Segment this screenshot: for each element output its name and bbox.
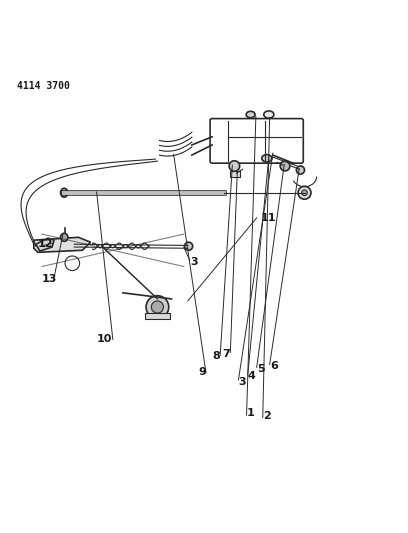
Circle shape bbox=[302, 190, 307, 196]
Text: 10: 10 bbox=[97, 334, 113, 344]
Circle shape bbox=[280, 161, 290, 171]
Polygon shape bbox=[36, 238, 54, 251]
Text: 1: 1 bbox=[247, 408, 255, 418]
Text: 8: 8 bbox=[212, 351, 220, 361]
Ellipse shape bbox=[60, 233, 68, 241]
Circle shape bbox=[298, 186, 311, 199]
Ellipse shape bbox=[264, 111, 274, 118]
Text: 11: 11 bbox=[261, 213, 277, 223]
Bar bbox=[231, 171, 240, 176]
Text: 3: 3 bbox=[190, 256, 198, 266]
Circle shape bbox=[229, 161, 239, 171]
Text: 4: 4 bbox=[248, 371, 256, 381]
Text: 12: 12 bbox=[38, 239, 53, 249]
Text: 3: 3 bbox=[239, 377, 246, 387]
Text: 5: 5 bbox=[257, 364, 264, 374]
Text: 6: 6 bbox=[270, 361, 277, 371]
Text: 9: 9 bbox=[198, 367, 206, 377]
Text: 13: 13 bbox=[42, 274, 57, 285]
Polygon shape bbox=[34, 237, 91, 252]
Circle shape bbox=[296, 166, 304, 174]
Circle shape bbox=[151, 301, 164, 313]
Circle shape bbox=[146, 296, 169, 318]
Ellipse shape bbox=[246, 111, 255, 118]
Text: 4114 3700: 4114 3700 bbox=[17, 81, 70, 91]
Text: 7: 7 bbox=[222, 349, 230, 359]
Text: 2: 2 bbox=[263, 411, 271, 422]
Ellipse shape bbox=[60, 188, 68, 197]
Ellipse shape bbox=[262, 155, 272, 162]
Circle shape bbox=[184, 242, 193, 251]
Polygon shape bbox=[145, 313, 170, 319]
